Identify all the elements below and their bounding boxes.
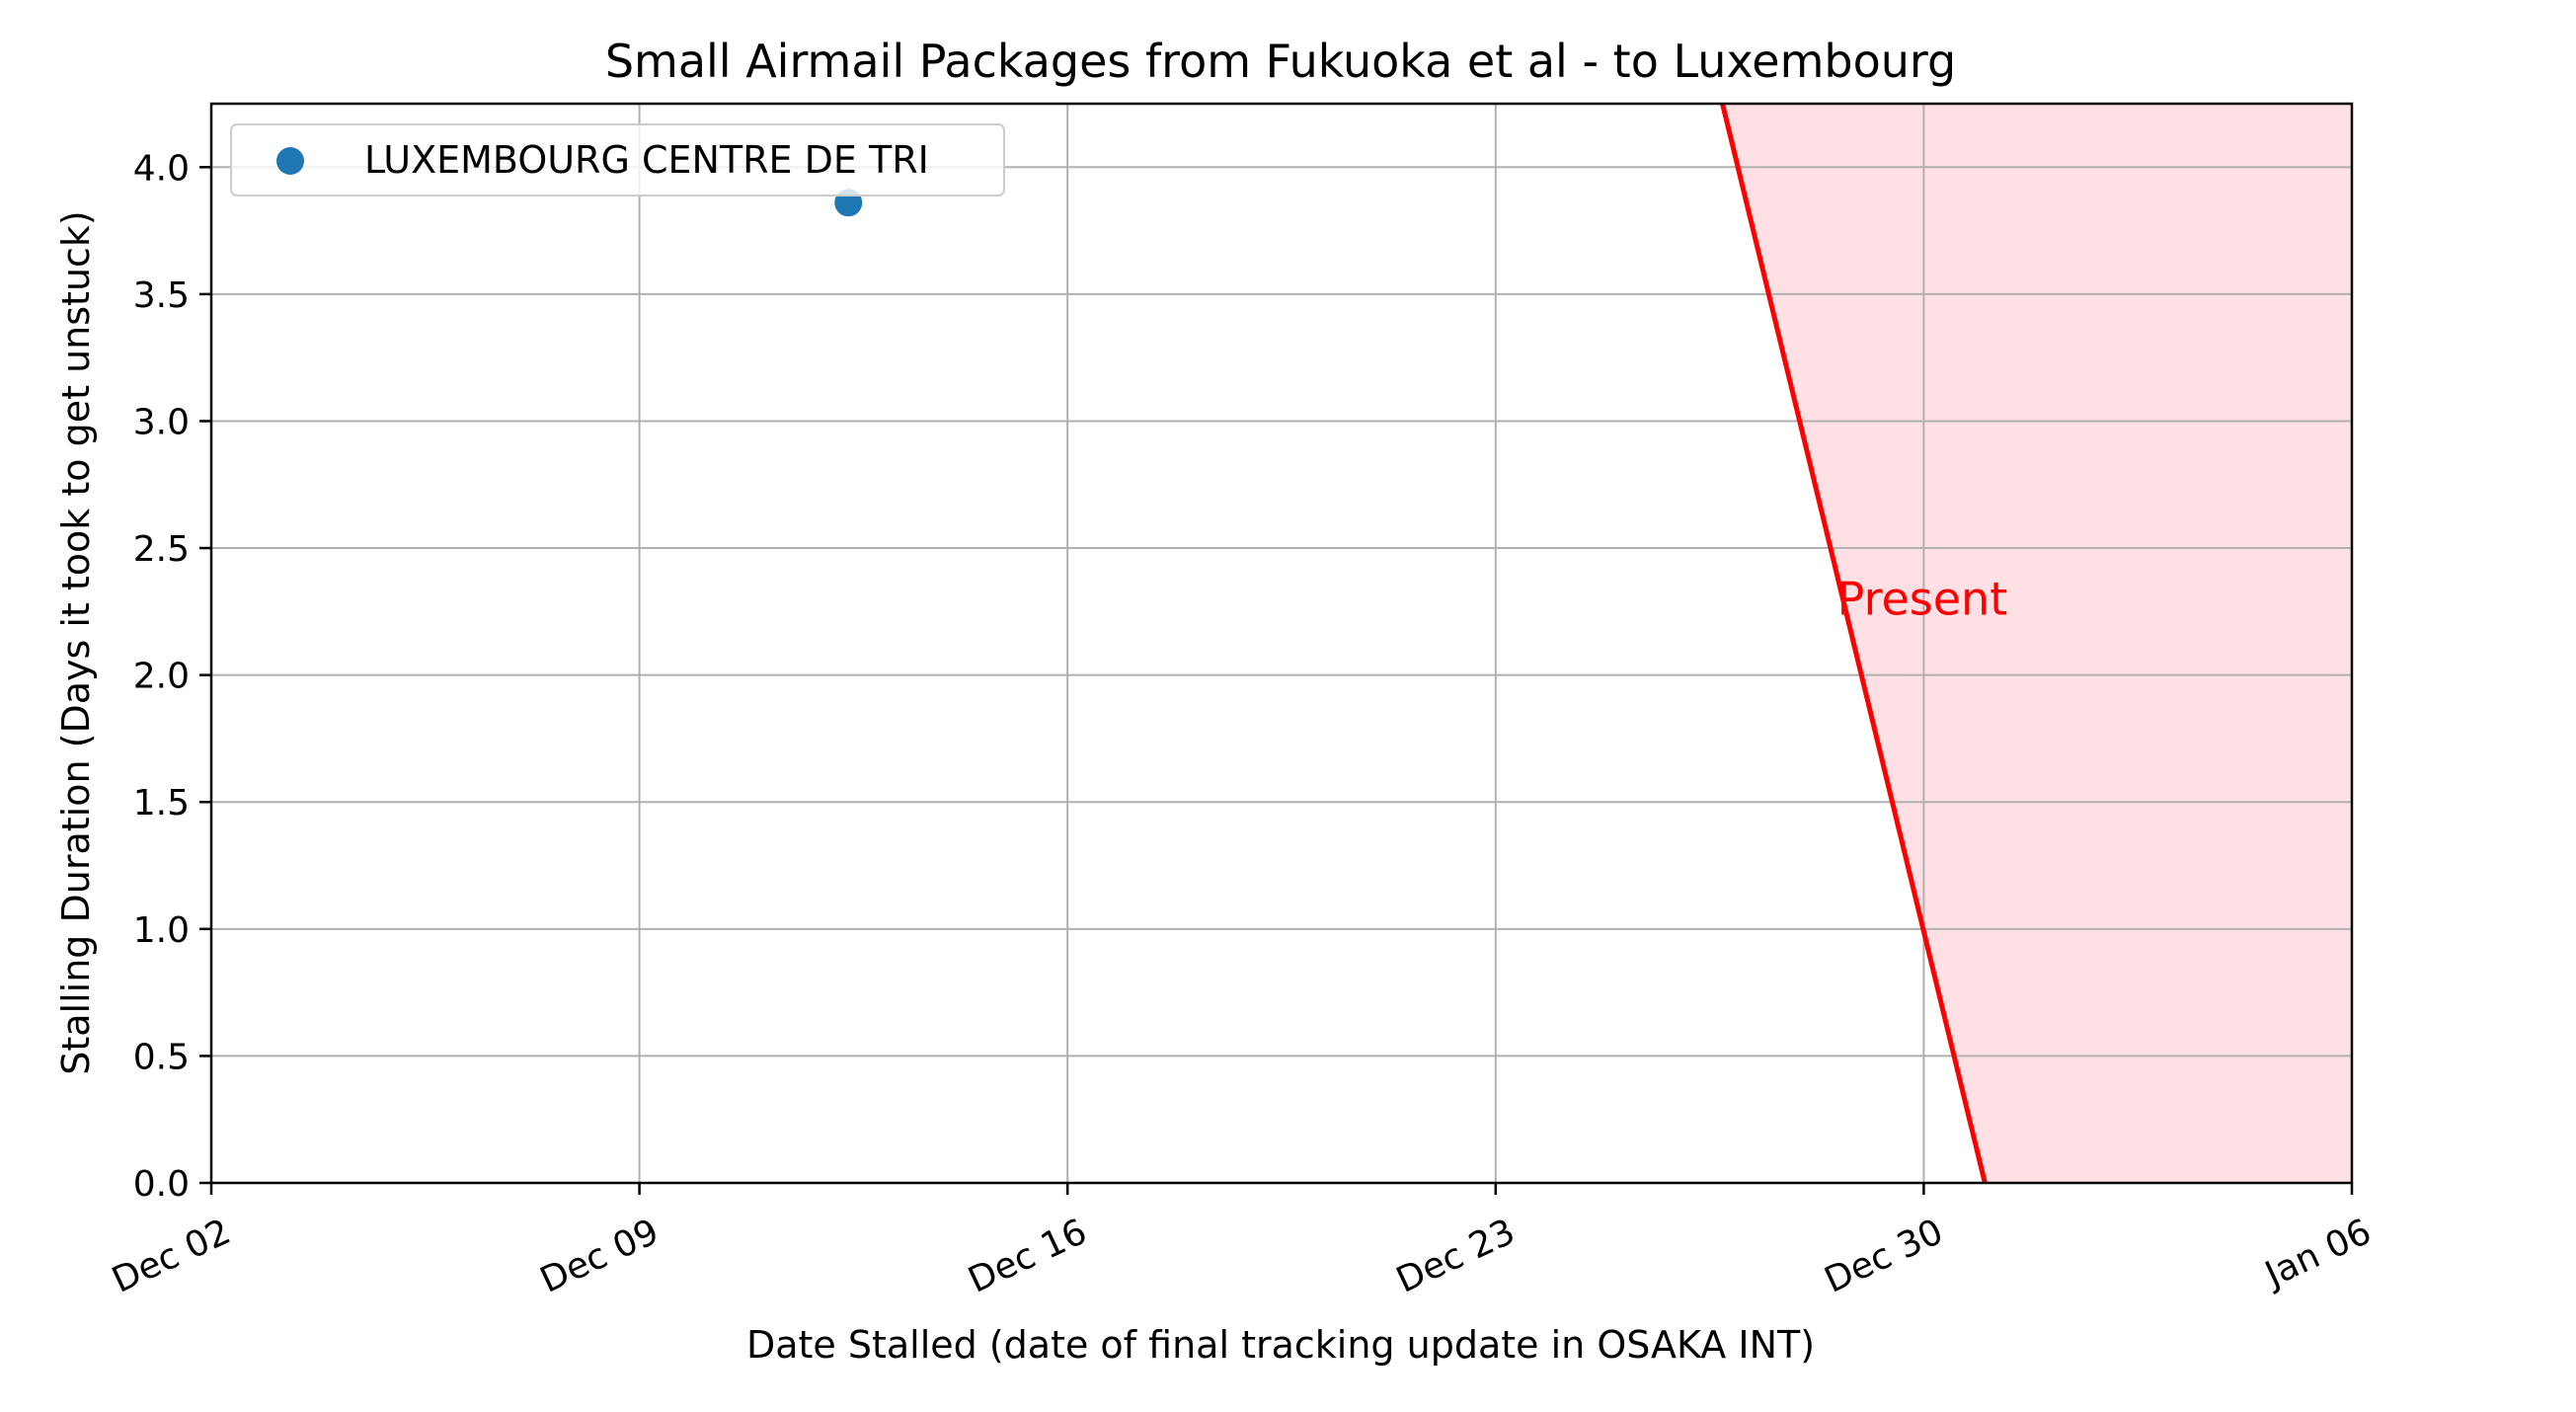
y-tick-label: 0.0 [133, 1164, 190, 1205]
x-tick-label: Dec 30 [1819, 1212, 1949, 1301]
plot-frame [209, 102, 2354, 1185]
present-line-layer [1720, 103, 1988, 1184]
legend: LUXEMBOURG CENTRE DE TRI [230, 123, 1005, 196]
y-axis-label: Stalling Duration (Days it took to get u… [54, 210, 98, 1075]
y-tick-label: 0.5 [133, 1037, 190, 1077]
x-tick-label: Dec 09 [534, 1212, 664, 1301]
y-axis-ticks: 0.0 0.5 1.0 1.5 2.0 2.5 3.0 3.5 4.0 [133, 148, 211, 1205]
chart-title: Small Airmail Packages from Fukuoka et a… [605, 35, 1956, 88]
legend-box [230, 123, 1005, 196]
present-annotation: Present [1837, 572, 2008, 625]
present-line [1720, 103, 1988, 1184]
y-tick-label: 1.5 [133, 783, 190, 824]
x-tick-label: Jan 06 [2257, 1212, 2377, 1296]
x-axis-label: Date Stalled (date of final tracking upd… [746, 1323, 1815, 1367]
present-shaded-region-layer [1722, 104, 2352, 1183]
x-tick-label: Dec 16 [963, 1212, 1093, 1301]
y-tick-label: 2.5 [133, 529, 190, 570]
y-tick-label: 1.0 [133, 910, 190, 951]
y-tick-label: 4.0 [133, 148, 190, 189]
x-axis-ticks: Dec 02 Dec 09 Dec 16 Dec 23 Dec 30 Jan 06 [106, 1183, 2378, 1301]
present-shaded-region [1722, 104, 2352, 1183]
y-tick-label: 2.0 [133, 657, 190, 697]
x-tick-label: Dec 02 [106, 1212, 236, 1301]
legend-marker [276, 147, 304, 175]
x-tick-label: Dec 23 [1390, 1212, 1521, 1301]
y-tick-label: 3.0 [133, 402, 190, 442]
legend-label: LUXEMBOURG CENTRE DE TRI [364, 138, 929, 182]
y-tick-label: 3.5 [133, 275, 190, 316]
